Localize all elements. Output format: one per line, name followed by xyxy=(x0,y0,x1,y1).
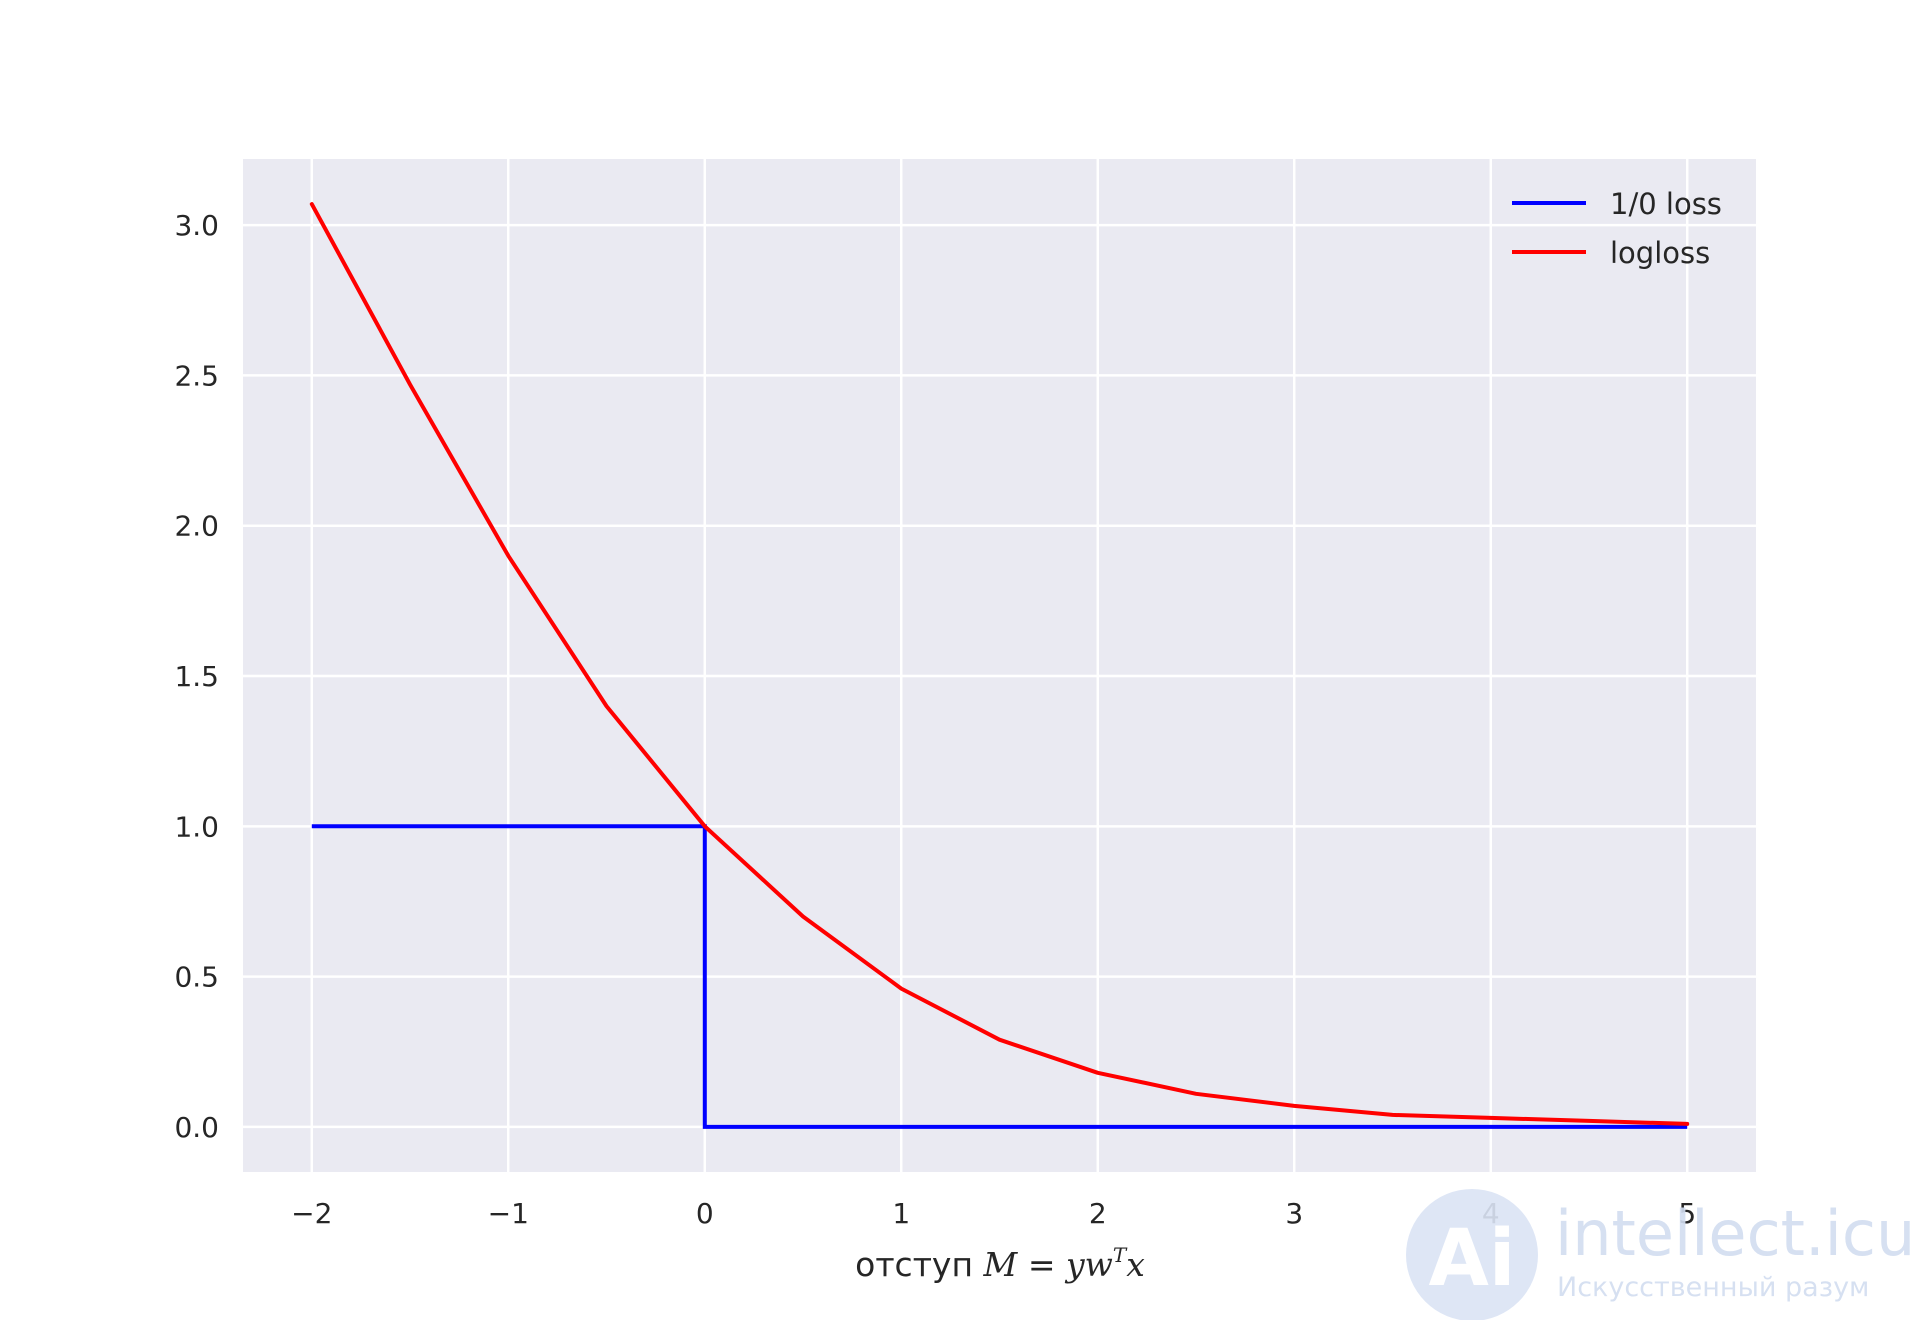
y-tick-label: 3.0 xyxy=(174,209,219,242)
y-tick-label: 0.0 xyxy=(174,1111,219,1144)
y-tick-label: 1.5 xyxy=(174,660,219,693)
x-tick-label: −2 xyxy=(291,1197,332,1230)
x-tick-label: 2 xyxy=(1089,1197,1107,1230)
y-tick-label: 0.5 xyxy=(174,961,219,994)
watermark-logo-letters: Ai xyxy=(1428,1214,1515,1304)
watermark-logo-circle xyxy=(1406,1189,1538,1320)
series-line-logloss xyxy=(309,202,1690,1126)
x-tick-label: 1 xyxy=(892,1197,910,1230)
legend: 1/0 loss logloss xyxy=(1512,187,1722,270)
plot-background xyxy=(243,159,1756,1172)
series-line-zero-one-loss xyxy=(311,824,1688,1129)
x-axis-label: отступ M = ywTx xyxy=(855,1243,1145,1284)
watermark-tagline: Искусственный разум xyxy=(1557,1272,1869,1303)
y-tick-labels: 0.0 0.5 1.0 1.5 2.0 2.5 3.0 xyxy=(174,209,219,1144)
x-tick-label: 3 xyxy=(1285,1197,1303,1230)
watermark-brand: intellect.icu xyxy=(1555,1197,1915,1270)
y-tick-label: 2.0 xyxy=(174,510,219,543)
x-tick-label: 5 xyxy=(1678,1197,1696,1230)
x-tick-label: 0 xyxy=(696,1197,714,1230)
series-group xyxy=(309,202,1690,1129)
watermark: Ai intellect.icu Искусственный разум xyxy=(1406,1189,1915,1320)
x-tick-label: −1 xyxy=(488,1197,529,1230)
y-tick-label: 2.5 xyxy=(174,359,219,392)
legend-label-zero-one-loss: 1/0 loss xyxy=(1610,187,1722,221)
legend-label-logloss: logloss xyxy=(1610,236,1710,270)
y-tick-label: 1.0 xyxy=(174,810,219,843)
